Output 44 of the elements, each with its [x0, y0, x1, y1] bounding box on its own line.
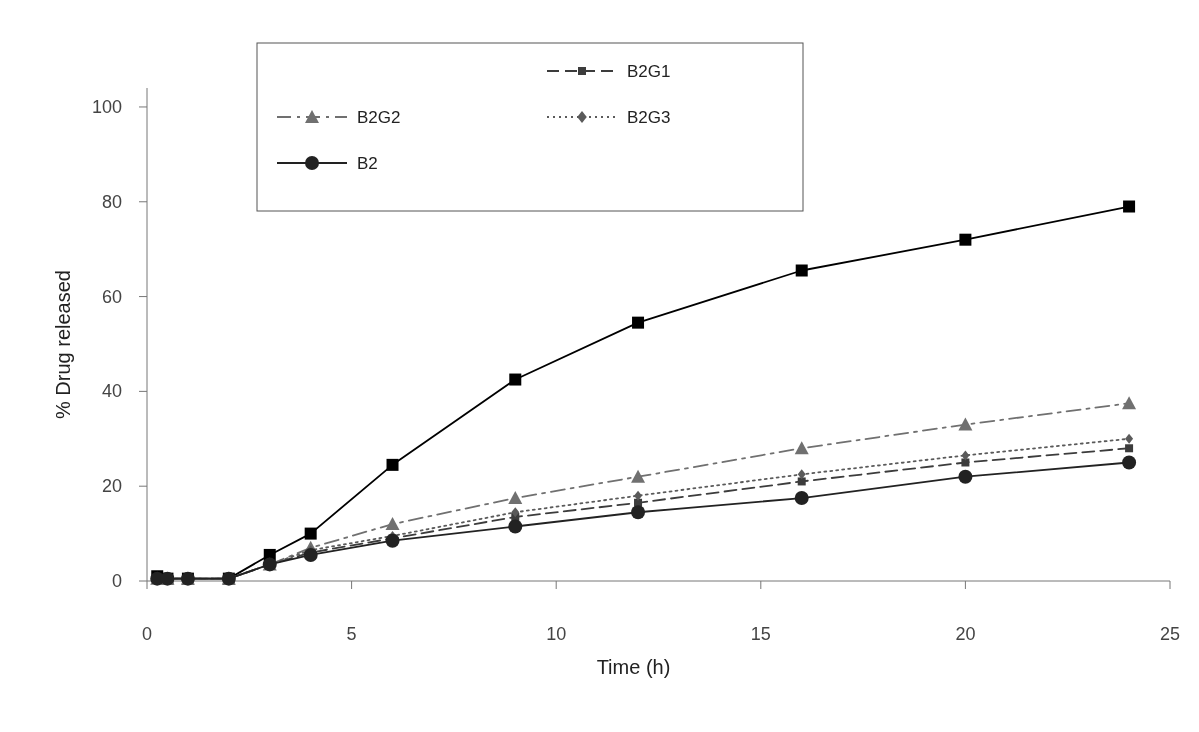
x-tick-label: 15 — [750, 624, 771, 644]
point — [797, 469, 806, 480]
y-tick-label: 100 — [91, 96, 122, 117]
y-tick-label: 60 — [101, 286, 122, 307]
point — [958, 469, 973, 484]
y-axis-title: % Drug released — [52, 270, 74, 419]
x-tick-label: 25 — [1159, 624, 1181, 644]
x-axis-title: Time (h) — [596, 656, 671, 678]
point — [794, 491, 809, 506]
y-tick-label: 0 — [111, 571, 122, 591]
point — [386, 458, 399, 471]
point — [634, 490, 643, 501]
point — [511, 507, 520, 518]
point — [961, 450, 970, 461]
point — [797, 477, 806, 486]
x-tick-label: 20 — [955, 624, 976, 644]
x-tick-label: 10 — [546, 624, 567, 644]
y-tick-label: 40 — [101, 381, 122, 402]
point — [795, 264, 808, 277]
y-tick-label: 20 — [101, 476, 122, 497]
legend-label: B2G3 — [627, 108, 671, 127]
point — [1125, 433, 1134, 444]
point — [794, 441, 809, 455]
point — [508, 519, 523, 534]
point — [1122, 396, 1137, 410]
point — [509, 373, 522, 386]
point — [631, 469, 646, 483]
x-tick-label: 5 — [346, 624, 357, 644]
legend-label: B2 — [357, 154, 378, 173]
point — [304, 527, 317, 540]
point — [961, 458, 970, 467]
point — [508, 491, 523, 505]
legend-label: B2G1 — [627, 62, 671, 81]
point — [632, 316, 645, 329]
point — [958, 417, 973, 431]
point — [1122, 455, 1137, 470]
point — [385, 517, 400, 531]
point — [959, 233, 972, 246]
point — [1125, 444, 1134, 453]
x-tick-label: 0 — [141, 624, 153, 644]
point — [1123, 200, 1136, 213]
legend-label: B2G2 — [357, 108, 401, 127]
point — [631, 505, 646, 520]
y-tick-label: 80 — [101, 191, 122, 212]
